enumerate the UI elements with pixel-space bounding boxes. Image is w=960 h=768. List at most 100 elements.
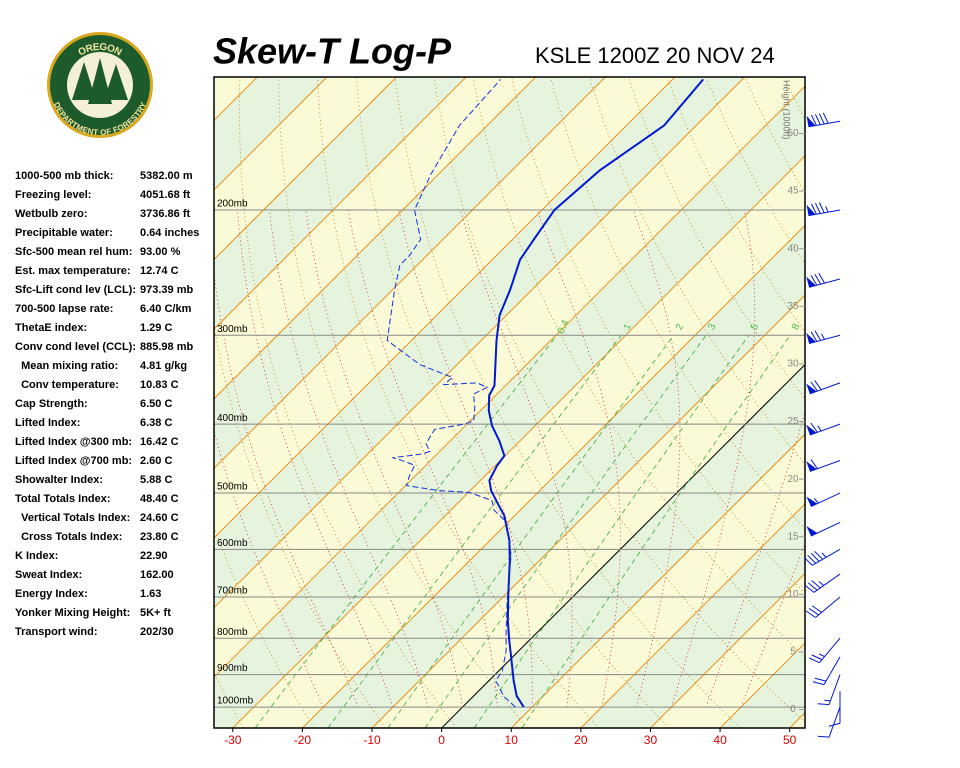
dry-adiabat [939,77,960,728]
index-value: 5382.00 m [140,170,193,182]
wind-feather [814,114,821,125]
wind-barb [812,656,841,686]
foreground: 0.4 1 2 3 5 8200mb300mb400mb500mb600mb700mb80… [217,112,841,747]
wind-feather [828,722,841,727]
wind-half-feather [824,699,831,702]
wind-feather [814,550,824,560]
isotherm [214,77,676,539]
index-label: Cross Totals Index: [15,531,122,543]
wind-staff [828,674,841,705]
wind-barb [803,548,841,566]
isotherm [214,77,745,609]
index-value: 6.40 C/km [140,303,192,315]
x-tick-label: -20 [294,733,312,747]
wind-staff [810,522,841,537]
index-label: Total Totals Index: [15,493,111,505]
wind-feather [818,202,825,214]
index-value: 16.42 C [140,436,179,448]
profile-line [386,79,516,708]
y-tick-label: 700mb [217,586,248,597]
wind-barb [806,522,841,537]
wind-pennant [806,424,817,436]
logo-top-path: OREGON [76,41,123,58]
wind-feather [810,459,818,469]
index-label: 1000-500 mb thick: [15,170,113,182]
moist-adiabat [347,209,498,708]
moist-adiabat [305,209,463,708]
index-value: 3736.86 ft [140,208,190,220]
isotherm [859,77,960,728]
wind-staff [823,656,841,685]
wind-feather [810,552,820,562]
index-value: 2.60 C [140,455,172,467]
dry-adiabat [783,77,805,121]
wind-staff [809,382,841,395]
wind-feather [814,677,827,682]
dry-adiabat [433,77,805,723]
wind-staff [819,637,841,664]
isotherm [789,711,805,728]
index-label: Lifted Index @300 mb: [15,436,132,448]
dry-adiabat [861,77,960,728]
moist-adiabat [398,209,533,708]
logo-trees [72,58,128,104]
wind-barb [806,380,841,395]
index-value: 10.83 C [140,379,179,391]
index-value: 6.38 C [140,417,172,429]
wind-pennant [806,276,816,288]
wind-barb [806,272,841,288]
wind-feather [810,422,818,433]
x-tick-label: 40 [713,733,727,747]
isotherm [302,224,805,728]
index-value: 973.39 mb [140,284,193,296]
wind-staff [809,460,841,472]
wind-barb [805,596,841,618]
isotherm [371,294,805,728]
wind-feather [808,657,820,664]
y-tick-label: 300mb [217,324,248,335]
index-value: 23.80 C [140,531,179,543]
wind-feather [810,381,818,392]
wind-half-feather [818,581,824,586]
wind-barb [817,706,841,738]
wind-feather [818,113,825,125]
index-label: 700-500 lapse rate: [15,303,113,315]
x-tick-label: 10 [505,733,519,747]
wind-half-feather [818,653,825,658]
wind-feather [822,112,829,124]
index-value: 4051.68 ft [140,189,190,201]
wind-pennant [806,204,816,216]
temperature-band [859,77,960,728]
index-label: ThetaE index: [15,322,87,334]
index-value: 22.90 [140,550,168,562]
wind-pennant [806,461,817,472]
wind-feather [811,605,822,613]
x-tick-label: -10 [363,733,381,747]
isotherm [214,77,397,261]
isotherm [650,572,805,728]
y2-tick-label: 45 [787,186,799,197]
x-tick-label: 0 [438,733,445,747]
index-label: Wetbulb zero: [15,208,88,220]
index-value: 1.29 C [140,322,172,334]
isotherm [510,433,805,728]
wind-barb [806,112,841,128]
x-tick-label: 50 [783,733,797,747]
logo: OREGON DEPARTMENT OF FORESTRY [47,32,153,138]
isotherm [214,77,537,400]
wind-half-feather [813,498,819,504]
index-label: Lifted Index: [15,417,80,429]
wind-pennant [806,115,816,127]
temperature-band [214,77,805,678]
isotherm [214,77,328,191]
wind-feather [814,380,822,391]
y2-tick-label: 40 [787,243,799,254]
moist-adiabat [536,209,621,708]
index-label: Conv cond level (CCL): [15,341,136,353]
moist-adiabat [460,209,573,708]
dry-adiabat [278,77,528,728]
wind-pennant [806,383,817,394]
index-value: 885.98 mb [140,341,193,353]
index-label: Vertical Totals Index: [15,512,130,524]
